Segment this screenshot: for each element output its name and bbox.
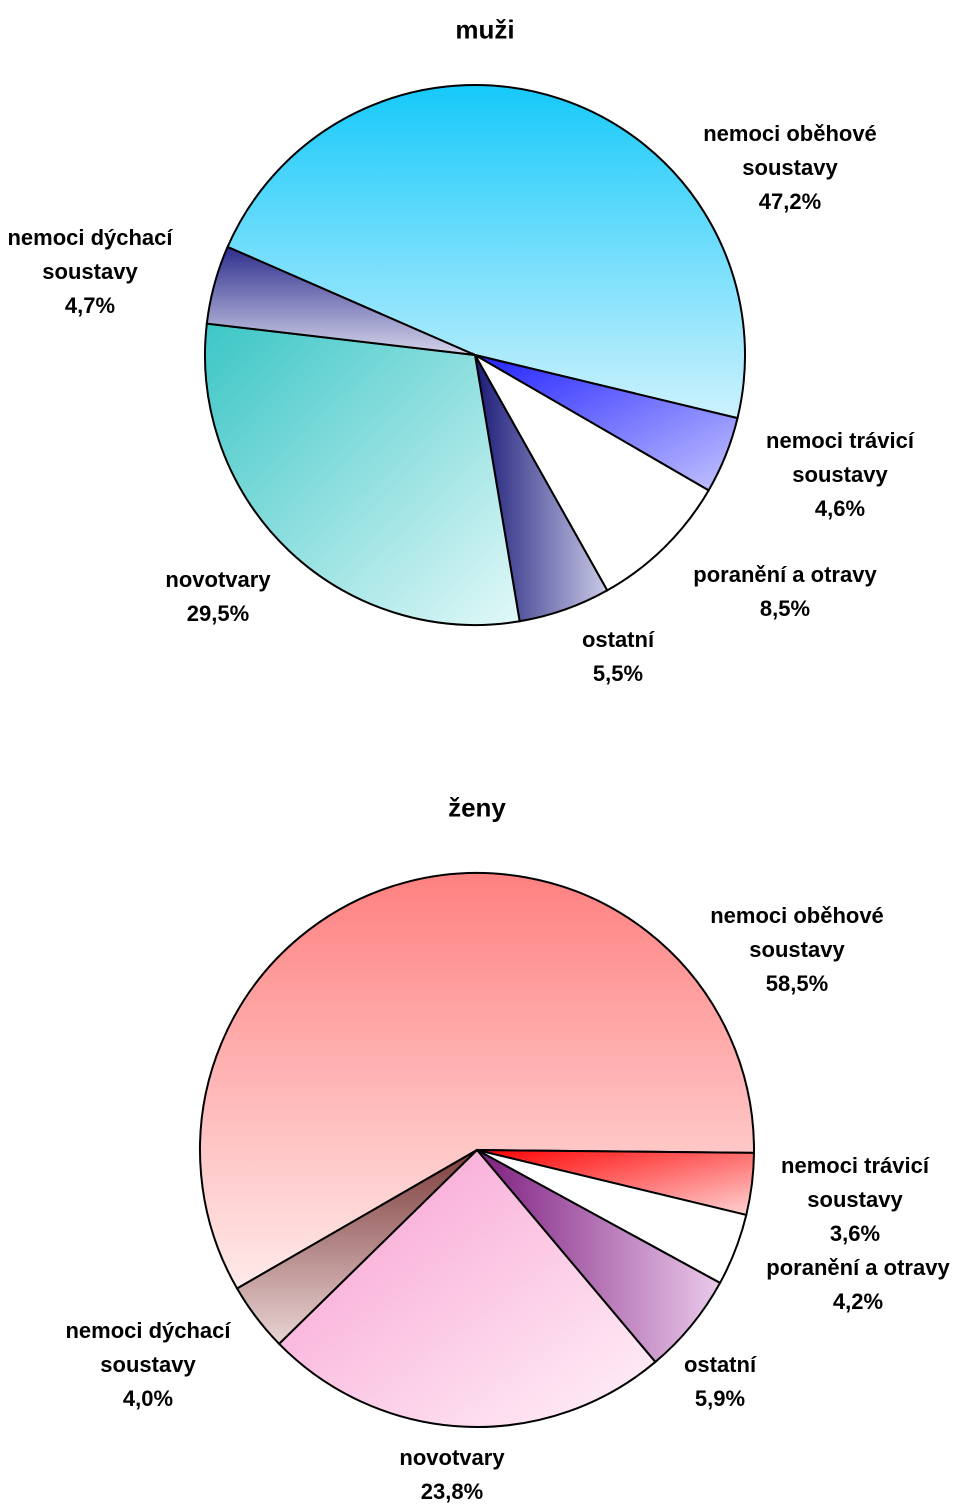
slice-label: novotvary 23,8%: [352, 1441, 552, 1509]
slice-name: poranění a otravy: [693, 562, 877, 587]
slice-value: 5,5%: [592, 661, 644, 686]
slice-value: 58,5%: [765, 971, 829, 996]
slice-label: nemoci trávicí soustavy 4,6%: [755, 424, 925, 526]
slice-value: 4,0%: [122, 1386, 174, 1411]
slice-name: ostatní: [683, 1352, 757, 1377]
slice-label: poranění a otravy 4,2%: [738, 1251, 970, 1319]
slice-label: nemoci oběhové soustavy 58,5%: [702, 899, 892, 1001]
slice-value: 47,2%: [758, 189, 822, 214]
slice-label: novotvary 29,5%: [118, 563, 318, 631]
chart-title: ženy: [448, 792, 506, 823]
slice-label: nemoci trávicí soustavy 3,6%: [770, 1149, 940, 1251]
chart-title: muži: [455, 14, 515, 45]
slice-value: 5,9%: [694, 1386, 746, 1411]
slice-name: nemoci trávicí soustavy: [766, 428, 914, 487]
slice-name: poranění a otravy: [766, 1255, 950, 1280]
pie-slice: [204, 322, 521, 626]
slice-label: poranění a otravy 8,5%: [665, 558, 905, 626]
pie-slice: [226, 84, 746, 420]
pie-slice: [277, 1148, 657, 1429]
pie-slice: [235, 1149, 478, 1346]
slice-value: 29,5%: [186, 601, 250, 626]
slice-label: nemoci oběhové soustavy 47,2%: [695, 117, 885, 219]
slice-name: nemoci dýchací soustavy: [7, 225, 173, 284]
pie-slice: [472, 352, 711, 592]
slice-label: nemoci dýchací soustavy 4,0%: [58, 1314, 238, 1416]
slice-label: ostatní 5,9%: [650, 1348, 790, 1416]
slice-name: novotvary: [165, 567, 271, 592]
slice-name: novotvary: [399, 1445, 505, 1470]
slice-name: ostatní: [581, 627, 655, 652]
slice-value: 8,5%: [759, 596, 811, 621]
slice-name: nemoci trávicí soustavy: [781, 1153, 929, 1212]
slice-value: 4,7%: [64, 293, 116, 318]
slice-name: nemoci dýchací soustavy: [65, 1318, 231, 1377]
slice-label: nemoci dýchací soustavy 4,7%: [0, 221, 180, 323]
pie-slice: [205, 245, 476, 356]
pie-slice: [199, 872, 755, 1290]
slice-label: ostatní 5,5%: [548, 623, 688, 691]
slice-value: 23,8%: [420, 1479, 484, 1504]
slice-name: nemoci oběhové soustavy: [703, 121, 877, 180]
slice-value: 4,6%: [814, 496, 866, 521]
slice-value: 4,2%: [832, 1289, 884, 1314]
slice-value: 3,6%: [829, 1221, 881, 1246]
slice-name: nemoci oběhové soustavy: [710, 903, 884, 962]
